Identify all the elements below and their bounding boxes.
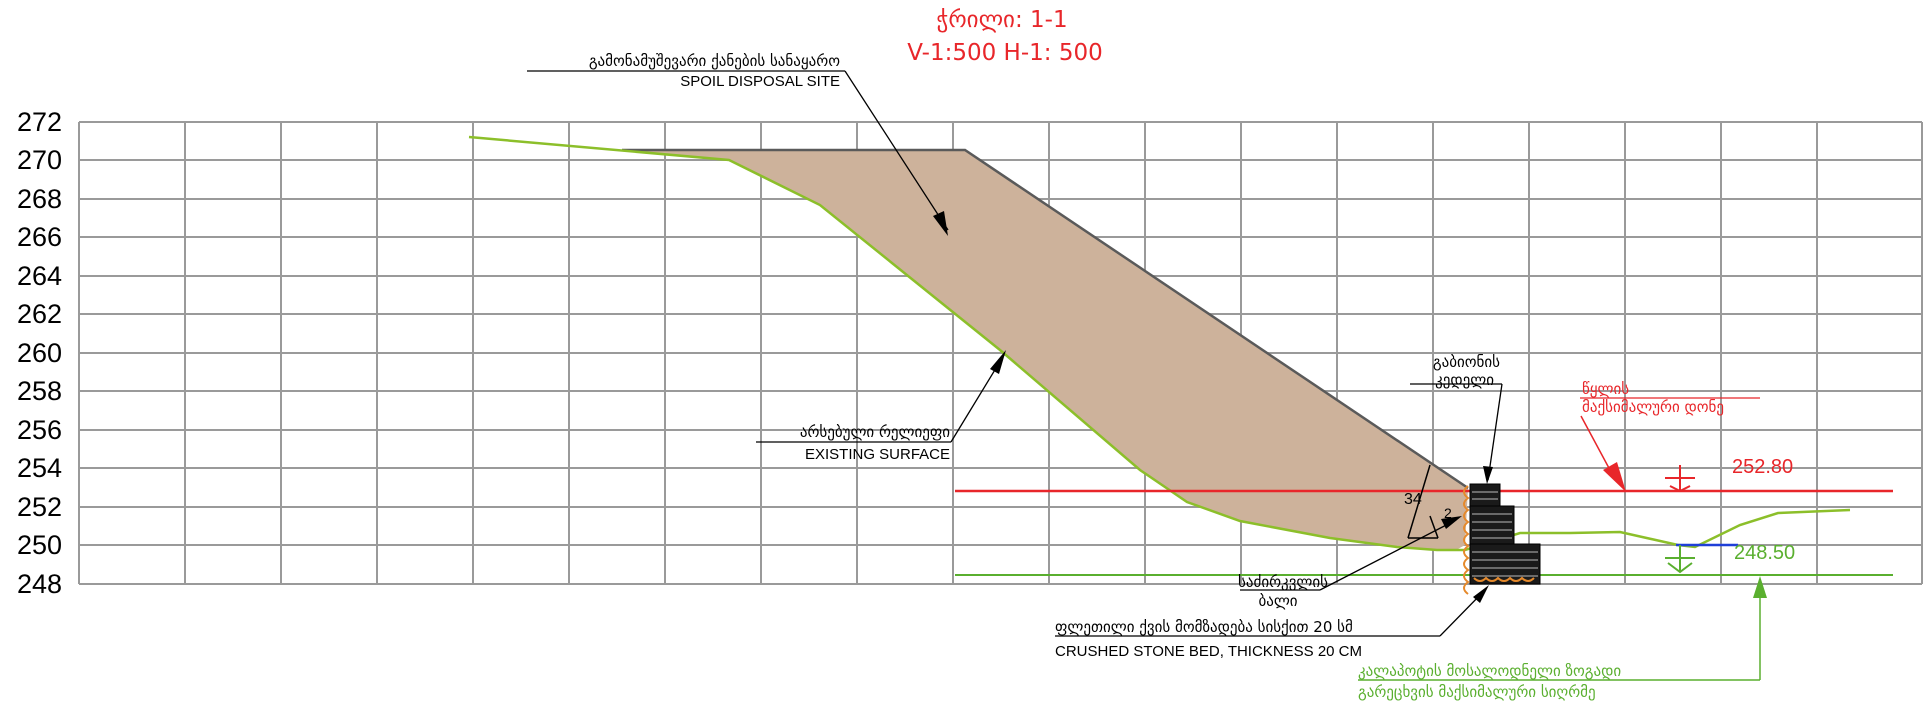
water-leader [1580, 415, 1626, 492]
scour-label-line1: კალაპოტის მოსალოდნელი ზოგადი [1358, 662, 1621, 680]
gabion-wall [1463, 483, 1541, 595]
y-tick-252: 252 [17, 492, 62, 522]
arrow-icon [1603, 462, 1626, 492]
y-tick-268: 268 [17, 184, 62, 214]
arrow-icon [1473, 585, 1489, 603]
gabion-block-icon [1469, 483, 1541, 585]
y-tick-270: 270 [17, 145, 62, 175]
y-tick-250: 250 [17, 530, 62, 560]
spoil-outline [622, 148, 1469, 490]
level-marker-icon [1665, 465, 1695, 493]
y-tick-272: 272 [17, 107, 62, 137]
arrow-icon [990, 350, 1006, 374]
stone-leader [1055, 585, 1489, 637]
y-tick-254: 254 [17, 453, 62, 483]
foundation-label-line2: ბალი [1258, 592, 1297, 610]
stone-label-ka: ფლეთილი ქვის მომზადება სისქით 20 სმ [1055, 618, 1353, 636]
surface-label-en: EXISTING SURFACE [805, 446, 950, 463]
y-tick-260: 260 [17, 338, 62, 368]
spoil-fill-area [622, 150, 1468, 550]
foundation-label-line1: საძირკვლის [1238, 573, 1328, 591]
slope-ratio: 34 [1404, 491, 1422, 508]
spoil-leader [527, 70, 949, 236]
surface-label-ka: არსებული რელიეფი [800, 423, 950, 441]
y-tick-256: 256 [17, 415, 62, 445]
slope-indicator [1407, 464, 1439, 539]
arrow-icon [1441, 516, 1462, 529]
section-scale: V-1:500 H-1: 500 [907, 40, 1102, 66]
design-level-value: 248.50 [1734, 542, 1795, 564]
y-tick-248: 248 [17, 569, 62, 599]
water-label-line1: წყლის [1582, 380, 1629, 398]
crushed-stone-layer [1463, 485, 1535, 595]
y-tick-266: 266 [17, 222, 62, 252]
arrow-icon [933, 211, 948, 236]
spoil-label-ka: გამონამუშევარი ქანების სანაყარო [589, 52, 840, 70]
level-marker-icon [1665, 545, 1695, 574]
y-tick-262: 262 [17, 299, 62, 329]
spoil-label-en: SPOIL DISPOSAL SITE [680, 73, 840, 90]
scour-leader [1358, 576, 1767, 681]
water-level-value: 252.80 [1732, 456, 1793, 478]
existing-surface-line [468, 135, 1851, 552]
gabion-leader [1410, 383, 1503, 484]
y-tick-258: 258 [17, 376, 62, 406]
gabion-label-line1: გაბიონის [1433, 353, 1500, 371]
arrow-icon [1483, 466, 1493, 484]
surface-leader [756, 350, 1006, 443]
stone-label-en: CRUSHED STONE BED, THICKNESS 20 CM [1055, 643, 1362, 660]
water-label-line2: მაქსიმალური დონე [1582, 398, 1724, 416]
section-title: ჭრილი: 1-1 [936, 7, 1067, 33]
gabion-label-line2: კედელი [1435, 371, 1494, 389]
y-axis-labels: 272 270 268 266 264 262 260 258 256 254 … [17, 107, 62, 599]
slope-h-value: 2 [1444, 505, 1452, 521]
y-tick-264: 264 [17, 261, 62, 291]
arrow-icon [1753, 576, 1767, 598]
foundation-leader [1240, 516, 1462, 591]
scour-label-line2: გარეცხვის მაქსიმალური სიღრმე [1358, 683, 1596, 701]
